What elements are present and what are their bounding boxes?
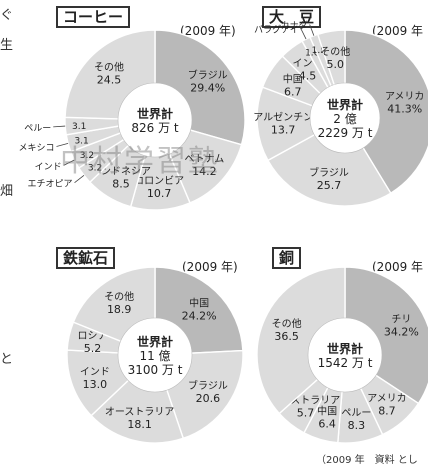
soybean-slice-2: [256, 86, 347, 162]
soybean-slice-label-7: その他: [320, 45, 350, 58]
copper-slice-value-3: 6.4: [318, 417, 336, 430]
ironore-slice-value-4: 5.2: [84, 342, 102, 355]
copper-slice-label-3: 中国: [317, 404, 337, 417]
coffee-slice-value-7: 3.1: [72, 122, 86, 132]
coffee-slice-value-2: 10.7: [147, 187, 172, 200]
ironore-title: 鉄鉱石: [56, 247, 116, 269]
coffee-slice-label-3: インドネシア: [91, 166, 151, 178]
coffee-slice-value-1: 14.2: [192, 165, 217, 178]
soybean-slice-value-7: 5.0: [327, 58, 345, 71]
source-credit: （2009 年 資料 とし: [316, 455, 418, 466]
copper-slice-value-4: 5.7: [297, 406, 315, 419]
coffee-title: コーヒー: [56, 6, 131, 28]
soybean-slice-0: [344, 29, 428, 195]
coffee-slice-label-1: ベトナム: [185, 153, 225, 165]
copper-slice-value-5: 36.5: [274, 330, 299, 343]
ironore-slice-label-3: インド: [80, 367, 110, 378]
ironore-slice-label-2: オーストラリア: [105, 406, 175, 418]
coffee-slice-value-8: 24.5: [97, 74, 122, 87]
ironore-slice-value-5: 18.9: [107, 303, 132, 316]
soybean-slice-label-5: パラグアイ: [254, 23, 299, 35]
soybean-slice-label-4: インド: [292, 59, 322, 70]
copper-slice-value-2: 8.3: [348, 419, 366, 432]
soybean-slice-value-0: 41.3%: [387, 102, 422, 115]
coffee-leader-line-6: [56, 142, 69, 147]
coffee-slice-value-3: 8.5: [112, 178, 130, 191]
copper-center-hole: [307, 317, 383, 393]
coffee-slice-label-4: エチオピア: [28, 179, 73, 190]
soybean-year: (2009 年: [372, 24, 424, 38]
ironore-slice-value-2: 18.1: [127, 418, 152, 431]
copper-slice-5: [256, 266, 346, 415]
coffee-leader-line-4: [74, 175, 85, 184]
soybean-slice-1: [266, 117, 392, 207]
coffee-center-line-0: 世界計: [137, 106, 173, 121]
coffee-slice-label-5: インド: [35, 162, 62, 172]
soybean-leader-line-6: [309, 24, 315, 36]
soybean-slice-value-5: 1.6: [305, 49, 320, 59]
copper-title: 銅: [272, 247, 302, 269]
ironore-year: (2009 年): [182, 260, 238, 274]
coffee-slice-value-6: 3.1: [74, 137, 88, 147]
margin-char-4: と: [0, 352, 14, 367]
copper-slice-label-2: ペルー: [341, 408, 371, 419]
soybean-center-line-1: 2 億: [333, 112, 356, 126]
copper-slice-label-1: アメリカ: [367, 392, 407, 404]
copper-center-line-1: 1542 万 t: [318, 356, 373, 370]
ironore-slice-label-1: ブラジル: [188, 379, 228, 392]
soybean-center-line-0: 世界計: [327, 97, 363, 112]
copper-year: (2009 年: [372, 260, 424, 274]
ironore-slice-value-0: 24.2%: [182, 310, 217, 323]
coffee-slice-label-8: その他: [94, 61, 124, 74]
ironore-center-line-2: 3100 万 t: [128, 363, 183, 377]
copper-slice-label-0: チリ: [391, 314, 411, 326]
coffee-year: (2009 年): [180, 24, 236, 38]
soybean-slice-label-1: ブラジル: [309, 166, 349, 179]
ironore-slice-label-4: ロシア: [78, 331, 108, 342]
soybean-slice-value-3: 6.7: [284, 86, 302, 99]
soybean-leader-line-5: [300, 28, 307, 40]
ironore-center-line-1: 11 億: [139, 349, 170, 363]
coffee-slice-label-7: ペルー: [24, 124, 51, 134]
margin-char-3: 畑: [0, 184, 14, 199]
coffee-center-hole: [117, 82, 193, 158]
soybean-center-line-2: 2229 万 t: [318, 126, 373, 140]
coffee-slice-label-0: ブラジル: [188, 68, 228, 81]
copper-slice-value-1: 8.7: [378, 404, 396, 417]
soybean-slice-label-0: アメリカ: [385, 90, 425, 102]
ironore-slice-label-0: 中国: [189, 297, 209, 310]
margin-char-2: 生: [0, 38, 14, 53]
copper-slice-label-5: その他: [272, 317, 302, 330]
margin-char-1: ぐ: [0, 8, 14, 23]
soybean-slice-label-6: カナダ: [281, 19, 308, 31]
soybean-slice-value-1: 25.7: [317, 179, 342, 192]
ironore-slice-value-1: 20.6: [196, 392, 221, 405]
coffee-leader-line-5: [63, 159, 75, 166]
coffee-slice-label-2: コロンビア: [134, 175, 184, 187]
coffee-slice-value-0: 29.4%: [190, 81, 225, 94]
coffee-leader-line-7: [53, 125, 66, 128]
ironore-slice-value-3: 13.0: [83, 378, 108, 391]
ironore-slice-label-5: その他: [104, 290, 134, 303]
watermark-text: 中村学習塾: [60, 144, 220, 179]
ironore-center-line-0: 世界計: [137, 334, 173, 349]
coffee-center-line-1: 826 万 t: [131, 121, 179, 135]
coffee-slice-value-4: 3.2: [88, 164, 102, 174]
soybean-slice-label-2: アルゼンチン: [253, 111, 313, 123]
ironore-center-hole: [117, 317, 193, 393]
coffee-slice-label-6: メキシコ: [18, 143, 54, 153]
soybean-slice-value-2: 13.7: [271, 123, 296, 136]
copper-slice-value-0: 34.2%: [384, 326, 419, 339]
copper-center-line-0: 世界計: [327, 341, 363, 356]
soybean-title: 大 豆: [262, 6, 322, 28]
coffee-slice-value-5: 3.2: [80, 151, 94, 161]
soybean-slice-value-4: 4.5: [299, 70, 317, 83]
soybean-center-hole: [309, 82, 381, 154]
soybean-slice-label-3: 中国: [283, 73, 303, 86]
soybean-slice-value-6: 1.5: [312, 46, 326, 56]
